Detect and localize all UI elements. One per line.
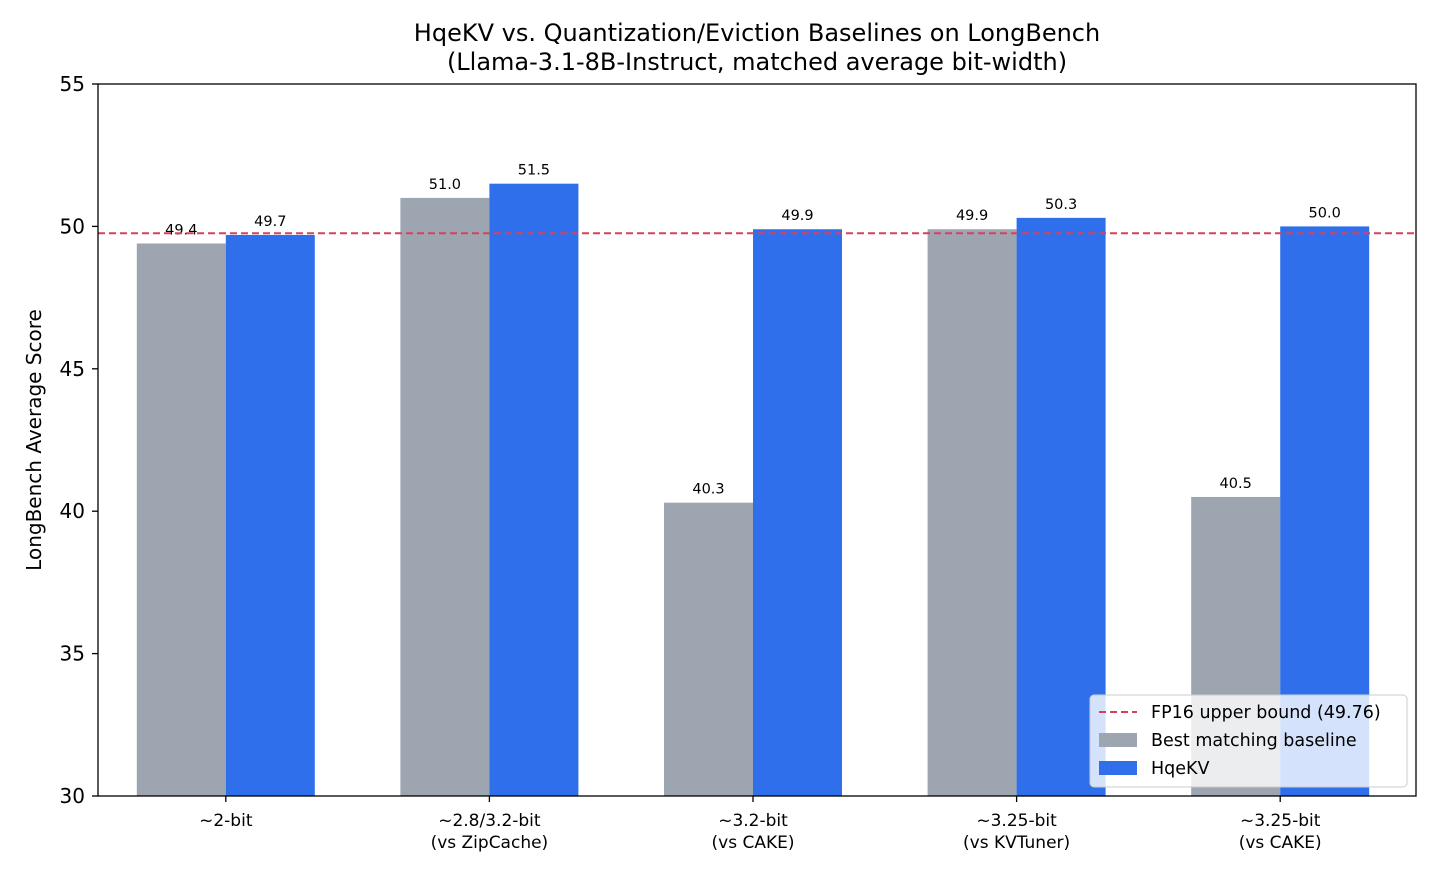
bar-value-label: 50.3	[1045, 197, 1077, 213]
bar-value-labels: 49.4 49.7 51.0 51.5 40.3 49.9 49.9 50.3 40.5 50.0	[165, 163, 1341, 498]
y-tick-label: 30	[60, 784, 85, 808]
y-tick-label: 55	[60, 72, 85, 96]
x-tick-label: ~3.2-bit	[718, 811, 788, 831]
legend-swatch-baseline	[1099, 733, 1137, 747]
bar-value-label: 49.7	[254, 214, 286, 230]
chart-title-line: HqeKV vs. Quantization/Eviction Baseline…	[414, 19, 1100, 47]
chart-title: HqeKV vs. Quantization/Eviction Baseline…	[414, 19, 1100, 76]
x-tick-label: ~3.25-bit	[1240, 811, 1321, 831]
x-tick-label: ~3.25-bit	[976, 811, 1057, 831]
bar-hqekv	[489, 183, 579, 796]
chart-title-line: (Llama-3.1-8B-Instruct, matched average …	[447, 48, 1067, 76]
x-tick-label: (vs ZipCache)	[431, 833, 549, 853]
legend-label-hqekv: HqeKV	[1151, 759, 1210, 779]
bar-hqekv	[753, 229, 842, 797]
bar-baseline	[400, 197, 490, 797]
bar-baseline	[664, 502, 753, 796]
x-tick-label: (vs CAKE)	[712, 833, 795, 853]
bar-hqekv	[225, 234, 315, 797]
y-tick-label: 50	[60, 214, 85, 238]
legend-label-fp16: FP16 upper bound (49.76)	[1151, 703, 1381, 723]
x-tick-label: ~2-bit	[199, 811, 253, 831]
x-tick-label: ~2.8/3.2-bit	[438, 811, 541, 831]
x-tick-label: (vs CAKE)	[1239, 833, 1322, 853]
bar-value-label: 49.4	[165, 222, 197, 238]
y-tick-label: 40	[60, 499, 85, 523]
plot-frame	[97, 83, 1417, 797]
y-tick-label: 45	[60, 357, 85, 381]
bar-value-label: 51.0	[429, 177, 461, 193]
legend-label-baseline: Best matching baseline	[1151, 731, 1357, 751]
legend-box	[1089, 694, 1408, 788]
bar-baseline	[927, 229, 1017, 797]
bar-value-label: 51.5	[518, 163, 550, 179]
legend-swatch-hqekv	[1099, 761, 1137, 775]
x-tick-label: (vs KVTuner)	[963, 833, 1070, 853]
bar-value-label: 49.9	[781, 208, 813, 224]
bars-group	[136, 183, 1370, 797]
bar-value-label: 40.3	[692, 482, 724, 498]
legend: FP16 upper bound (49.76) Best matching ba…	[1089, 694, 1408, 788]
bar-value-label: 50.0	[1309, 205, 1341, 221]
axes-group: 30 35 40 45 50 55 ~2-bit ~2.8/3.2-bit(vs ZipCac…	[22, 72, 1417, 853]
bar-baseline	[136, 243, 226, 796]
y-axis-label: LongBench Average Score	[22, 309, 46, 571]
bar-value-label: 49.9	[956, 208, 988, 224]
y-tick-label: 35	[60, 642, 85, 666]
bar-value-label: 40.5	[1220, 476, 1252, 492]
